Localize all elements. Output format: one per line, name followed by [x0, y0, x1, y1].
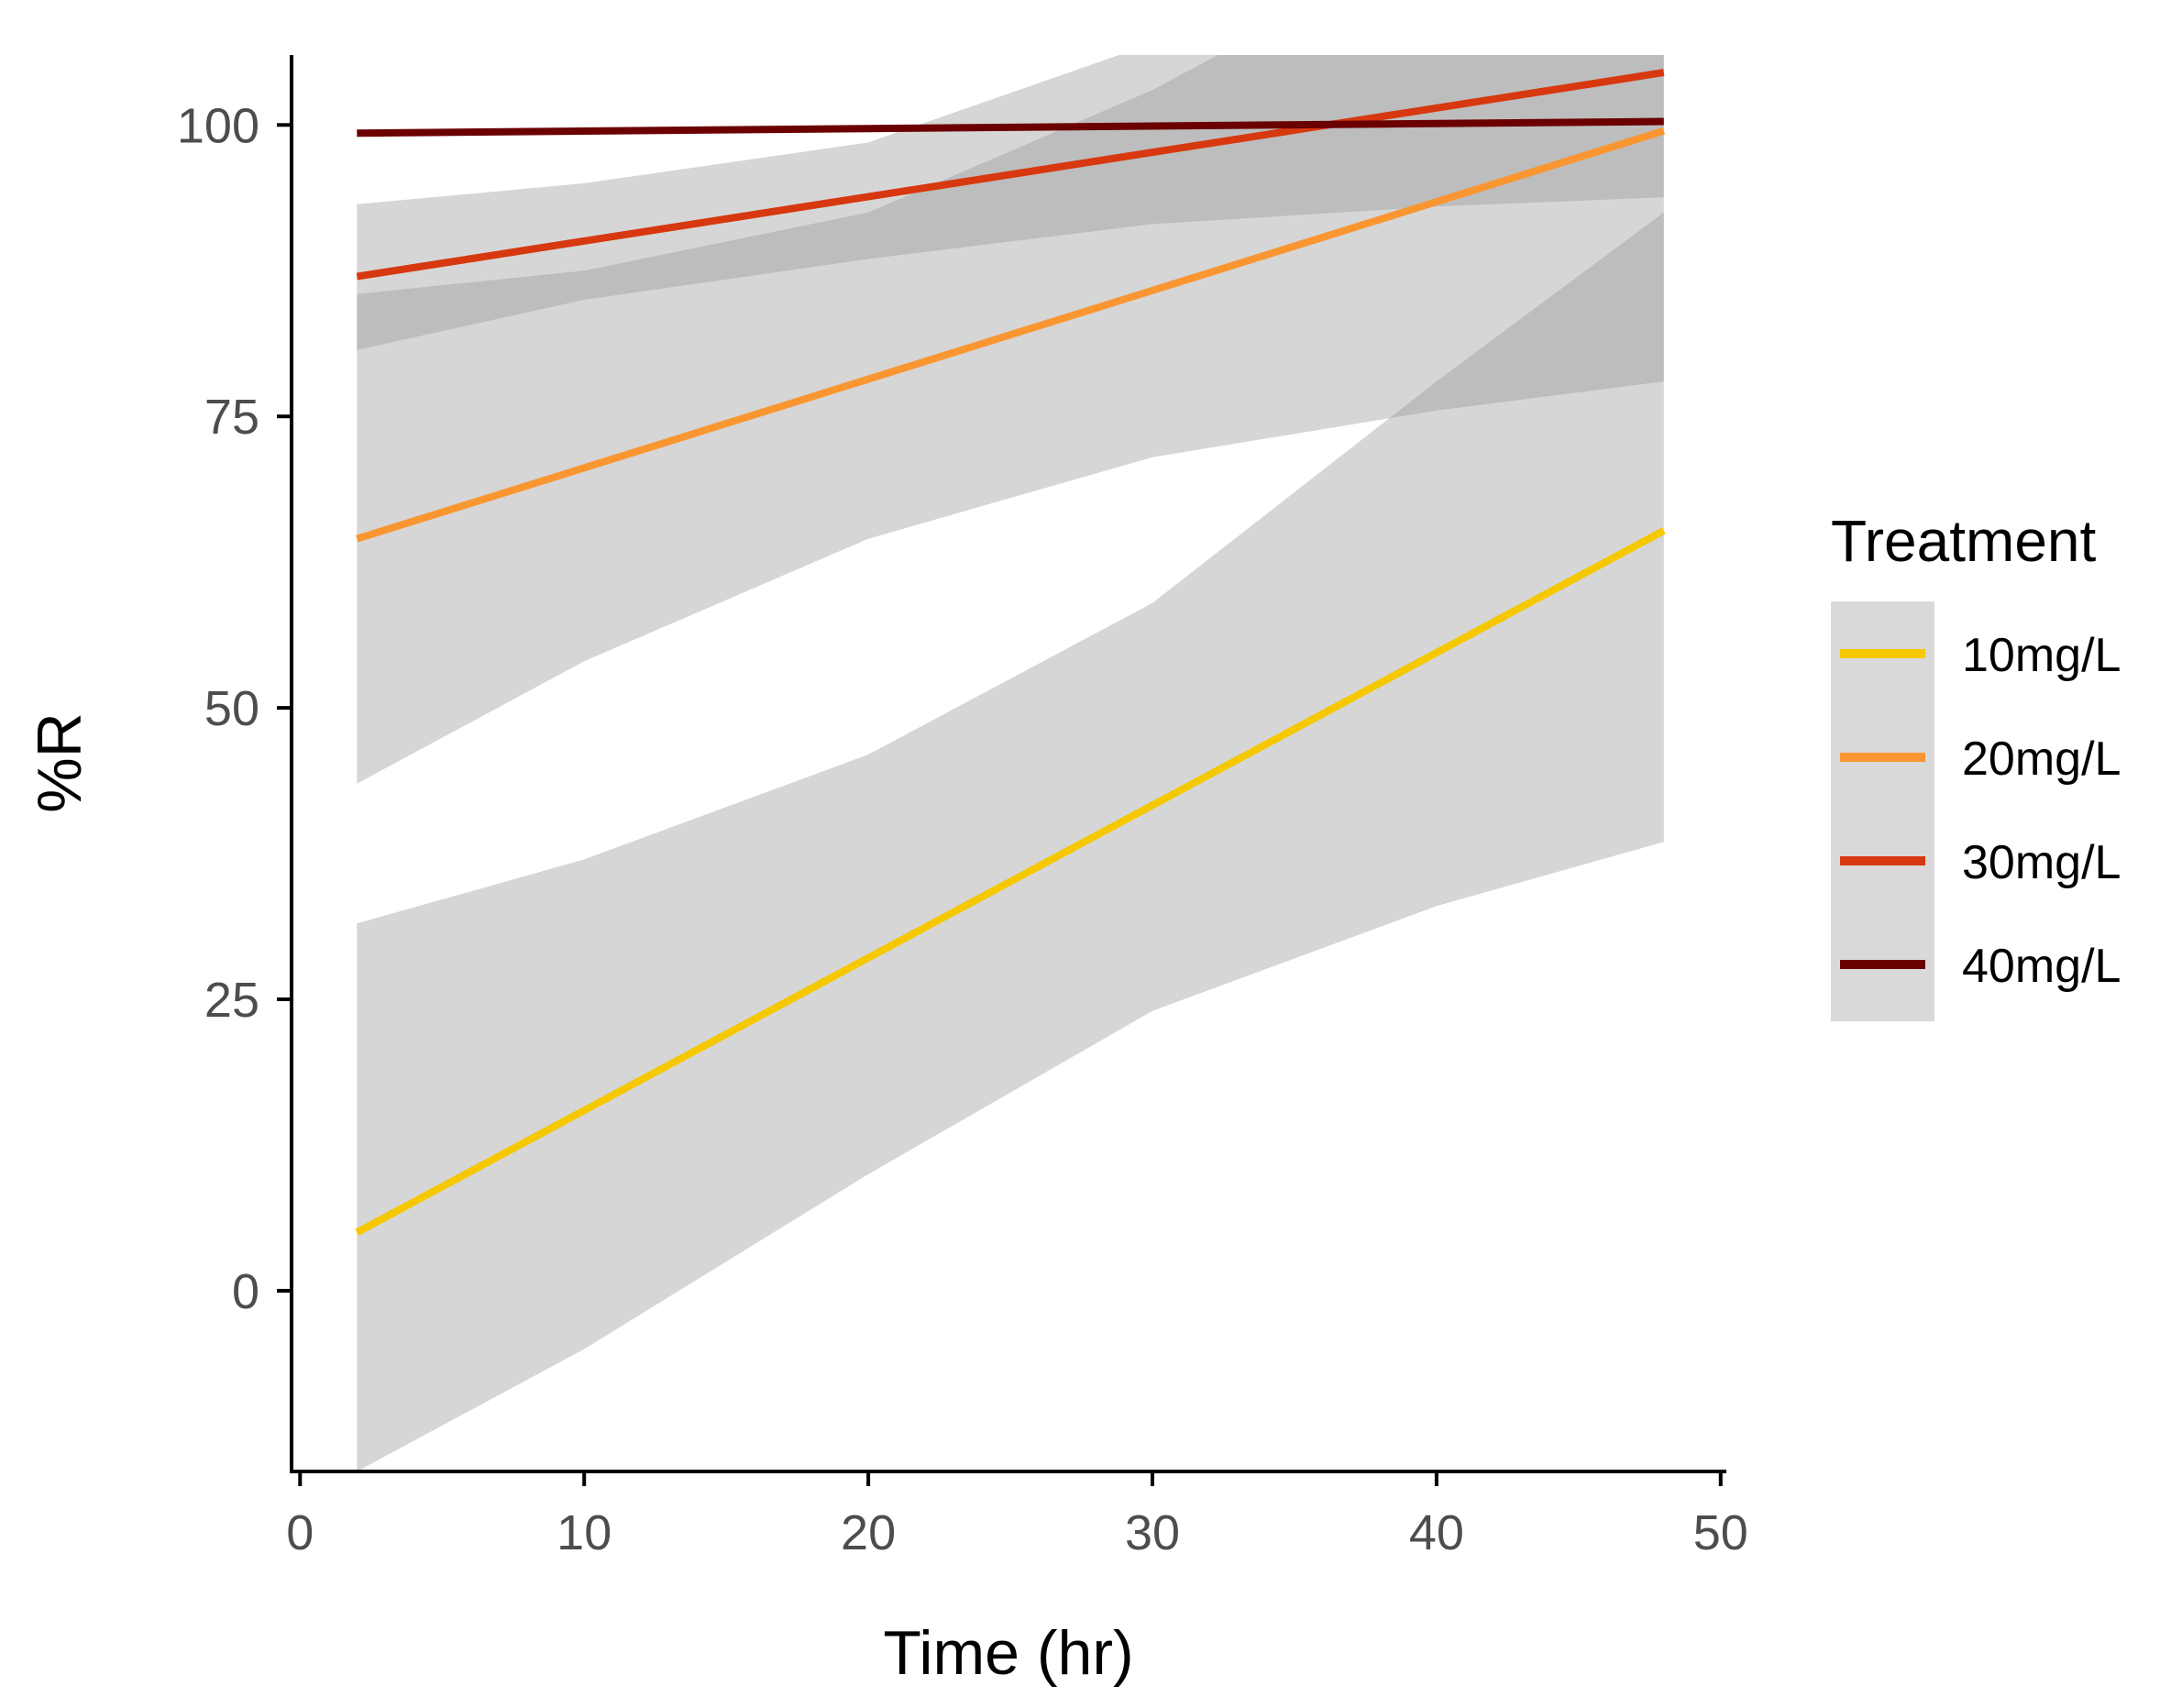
y-tick-label: 50 — [204, 681, 259, 736]
y-ticks: 0 25 50 75 100 — [177, 98, 292, 1319]
x-tick-label: 0 — [286, 1505, 314, 1560]
y-tick-label: 25 — [204, 973, 259, 1028]
x-tick-label: 10 — [557, 1505, 612, 1560]
series-line-3 — [357, 117, 1664, 138]
x-tick-label: 20 — [841, 1505, 896, 1560]
x-tick-label: 50 — [1693, 1505, 1748, 1560]
legend-label-2: 30mg/L — [1962, 836, 2121, 889]
series-line-0 — [355, 527, 1666, 1236]
legend: Treatment 10mg/L 20mg/L 30mg/L 40mg/L — [1831, 508, 2121, 1021]
legend-label-3: 40mg/L — [1962, 940, 2121, 993]
legend-label-1: 20mg/L — [1962, 733, 2121, 786]
legend-items: 10mg/L 20mg/L 30mg/L 40mg/L — [1840, 629, 2121, 993]
x-tick-label: 30 — [1125, 1505, 1180, 1560]
legend-label-0: 10mg/L — [1962, 629, 2121, 682]
x-ticks: 0 10 20 30 40 50 — [286, 1471, 1748, 1560]
legend-key-background — [1831, 601, 1934, 1021]
ci-band-1 — [357, 55, 1664, 784]
series-lines — [355, 69, 1666, 1236]
ci-band-0 — [357, 212, 1664, 1471]
series-line-2 — [356, 69, 1665, 281]
x-tick-label: 40 — [1409, 1505, 1464, 1560]
ci-band-2 — [357, 55, 1664, 350]
y-tick-label: 100 — [177, 98, 259, 153]
y-axis-title: %R — [25, 712, 94, 813]
x-axis-title: Time (hr) — [883, 1618, 1133, 1688]
y-tick-label: 75 — [204, 390, 259, 445]
y-tick-label: 0 — [232, 1264, 259, 1319]
legend-title: Treatment — [1831, 508, 2097, 574]
confidence-bands — [357, 55, 1664, 1471]
series-line-1 — [356, 127, 1665, 543]
